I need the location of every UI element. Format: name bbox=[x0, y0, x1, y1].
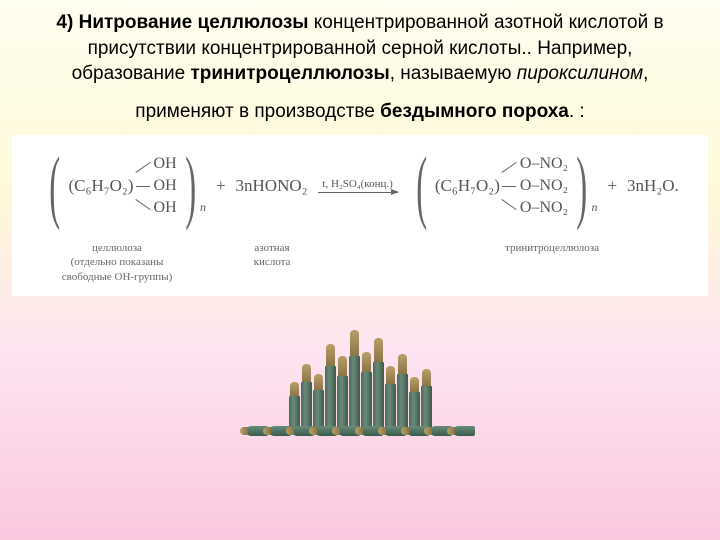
right-branch-1: O–NO₂ bbox=[520, 177, 568, 195]
left-branch-0: OH bbox=[154, 155, 177, 173]
bracket-right-close: ) bbox=[576, 153, 587, 219]
bullet-standing bbox=[325, 344, 336, 434]
heading-bold-1: 4) Нитрование целлюлозы bbox=[56, 12, 308, 33]
subheading-text: применяют в производстве бездымного поро… bbox=[0, 95, 720, 135]
bracket-left-close: ) bbox=[185, 153, 196, 219]
left-formula: (C₆H₇O₂) bbox=[69, 176, 134, 196]
reagent-formula: 3nHONO₂ bbox=[236, 176, 308, 196]
bullet-standing bbox=[373, 338, 384, 434]
left-sub-n: n bbox=[200, 200, 206, 215]
bullet-standing bbox=[337, 356, 348, 434]
right-molecule: ( (C₆H₇O₂) O–NO₂ O–NO₂ O–NO₂ ) n bbox=[408, 153, 598, 219]
bullets-image bbox=[0, 314, 720, 434]
subheading-plain-1: применяют в производстве bbox=[135, 101, 380, 122]
plus-1: + bbox=[216, 176, 226, 196]
label-right: тринитроцеллюлоза bbox=[462, 241, 642, 284]
bullet-lying bbox=[453, 426, 475, 436]
left-branch-1: OH bbox=[154, 177, 177, 195]
right-sub-n: n bbox=[591, 200, 597, 215]
bullet-standing bbox=[301, 364, 312, 434]
heading-text: 4) Нитрование целлюлозы концентрированно… bbox=[0, 0, 720, 95]
right-branch-0: O–NO₂ bbox=[520, 155, 568, 173]
heading-plain-2: , называемую bbox=[390, 63, 517, 84]
heading-bold-2: тринитроцеллюлозы bbox=[190, 63, 389, 84]
bracket-left-open: ( bbox=[49, 153, 60, 219]
bullet-standing bbox=[385, 366, 396, 434]
subheading-plain-2: . : bbox=[569, 101, 585, 122]
reaction-arrow: t, H₂SO₄(конц.) bbox=[318, 178, 398, 193]
bullet-standing bbox=[397, 354, 408, 434]
labels-row: целлюлоза (отдельно показаны свободные O… bbox=[22, 241, 698, 284]
label-middle: азотная кислота bbox=[222, 241, 322, 284]
heading-italic: пироксилином bbox=[517, 63, 643, 84]
heading-plain-3: , bbox=[643, 63, 648, 84]
arrow-condition: t, H₂SO₄(конц.) bbox=[322, 178, 392, 190]
label-left: целлюлоза (отдельно показаны свободные O… bbox=[42, 241, 192, 284]
bullet-standing bbox=[349, 330, 360, 434]
bullet-standing bbox=[361, 352, 372, 434]
product-water: 3nH₂O. bbox=[627, 176, 679, 196]
bracket-right-open: ( bbox=[416, 153, 427, 219]
bullets-base-row bbox=[0, 426, 720, 436]
equation-row: ( (C₆H₇O₂) OH OH OH ) n + 3nHONO₂ t, H₂S… bbox=[22, 153, 698, 219]
subheading-bold: бездымного пороха bbox=[380, 101, 569, 122]
left-branch-2: OH bbox=[154, 199, 177, 217]
plus-2: + bbox=[607, 176, 617, 196]
arrow-icon bbox=[318, 192, 398, 193]
reagent-block: 3nHONO₂ bbox=[236, 176, 308, 196]
right-formula: (C₆H₇O₂) bbox=[435, 176, 500, 196]
equation-panel: ( (C₆H₇O₂) OH OH OH ) n + 3nHONO₂ t, H₂S… bbox=[12, 135, 708, 296]
bullet-standing bbox=[313, 374, 324, 434]
left-molecule: ( (C₆H₇O₂) OH OH OH ) n bbox=[41, 153, 206, 219]
right-branch-2: O–NO₂ bbox=[520, 199, 568, 217]
bullet-standing bbox=[421, 369, 432, 434]
